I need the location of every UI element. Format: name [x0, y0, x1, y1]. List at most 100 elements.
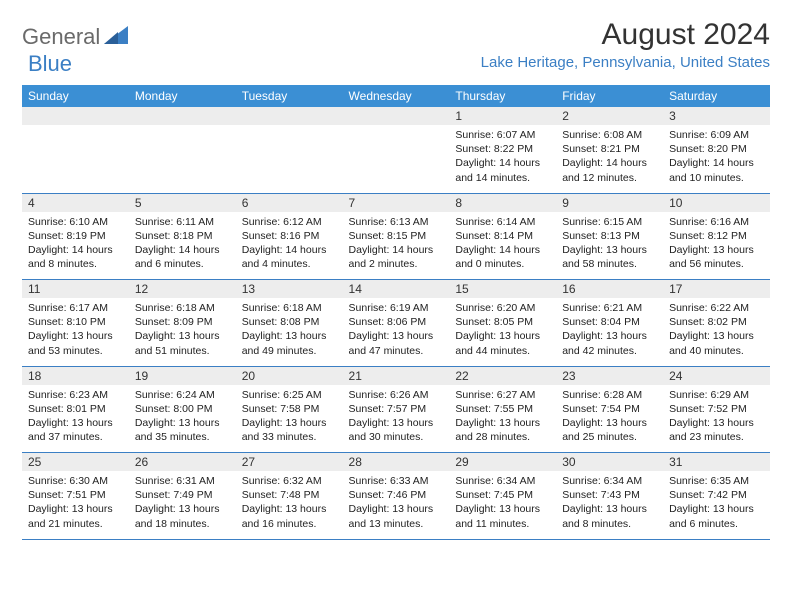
day-header: Friday: [556, 85, 663, 107]
daylight-text-2: and 4 minutes.: [242, 257, 337, 271]
day-number: 8: [449, 194, 556, 212]
day-cell: Sunrise: 6:18 AMSunset: 8:09 PMDaylight:…: [129, 298, 236, 366]
sunrise-text: Sunrise: 6:17 AM: [28, 301, 123, 315]
day-number: [129, 107, 236, 125]
sunset-text: Sunset: 8:18 PM: [135, 229, 230, 243]
day-number: 16: [556, 280, 663, 298]
sunrise-text: Sunrise: 6:34 AM: [562, 474, 657, 488]
day-cell: Sunrise: 6:12 AMSunset: 8:16 PMDaylight:…: [236, 212, 343, 280]
daylight-text-1: Daylight: 13 hours: [135, 416, 230, 430]
daylight-text-1: Daylight: 13 hours: [28, 416, 123, 430]
day-number: 6: [236, 194, 343, 212]
day-detail: Sunrise: 6:23 AMSunset: 8:01 PMDaylight:…: [22, 385, 129, 449]
day-cell: Sunrise: 6:16 AMSunset: 8:12 PMDaylight:…: [663, 212, 770, 280]
daylight-text-1: Daylight: 13 hours: [349, 416, 444, 430]
day-detail: Sunrise: 6:30 AMSunset: 7:51 PMDaylight:…: [22, 471, 129, 535]
sunrise-text: Sunrise: 6:27 AM: [455, 388, 550, 402]
day-number: 10: [663, 194, 770, 212]
daylight-text-1: Daylight: 14 hours: [669, 156, 764, 170]
sunset-text: Sunset: 8:21 PM: [562, 142, 657, 156]
day-cell: Sunrise: 6:25 AMSunset: 7:58 PMDaylight:…: [236, 385, 343, 453]
sunset-text: Sunset: 8:06 PM: [349, 315, 444, 329]
daylight-text-2: and 11 minutes.: [455, 517, 550, 531]
sunset-text: Sunset: 8:13 PM: [562, 229, 657, 243]
day-detail: Sunrise: 6:35 AMSunset: 7:42 PMDaylight:…: [663, 471, 770, 535]
sunrise-text: Sunrise: 6:23 AM: [28, 388, 123, 402]
sunset-text: Sunset: 8:01 PM: [28, 402, 123, 416]
daylight-text-2: and 30 minutes.: [349, 430, 444, 444]
daylight-text-1: Daylight: 13 hours: [669, 329, 764, 343]
day-number: 18: [22, 367, 129, 385]
daylight-text-2: and 58 minutes.: [562, 257, 657, 271]
day-cell: Sunrise: 6:14 AMSunset: 8:14 PMDaylight:…: [449, 212, 556, 280]
daylight-text-2: and 25 minutes.: [562, 430, 657, 444]
week-detail-row: Sunrise: 6:30 AMSunset: 7:51 PMDaylight:…: [22, 471, 770, 539]
daylight-text-2: and 16 minutes.: [242, 517, 337, 531]
day-detail: Sunrise: 6:20 AMSunset: 8:05 PMDaylight:…: [449, 298, 556, 362]
daylight-text-2: and 44 minutes.: [455, 344, 550, 358]
day-cell: Sunrise: 6:21 AMSunset: 8:04 PMDaylight:…: [556, 298, 663, 366]
sunrise-text: Sunrise: 6:12 AM: [242, 215, 337, 229]
day-number: 19: [129, 367, 236, 385]
sunset-text: Sunset: 7:43 PM: [562, 488, 657, 502]
day-number: 12: [129, 280, 236, 298]
day-detail: Sunrise: 6:27 AMSunset: 7:55 PMDaylight:…: [449, 385, 556, 449]
sunset-text: Sunset: 8:00 PM: [135, 402, 230, 416]
daylight-text-1: Daylight: 13 hours: [349, 329, 444, 343]
daylight-text-2: and 8 minutes.: [28, 257, 123, 271]
sunrise-text: Sunrise: 6:34 AM: [455, 474, 550, 488]
day-cell: [236, 125, 343, 193]
week-detail-row: Sunrise: 6:10 AMSunset: 8:19 PMDaylight:…: [22, 212, 770, 280]
sunrise-text: Sunrise: 6:20 AM: [455, 301, 550, 315]
sunrise-text: Sunrise: 6:07 AM: [455, 128, 550, 142]
sunrise-text: Sunrise: 6:30 AM: [28, 474, 123, 488]
day-detail: Sunrise: 6:34 AMSunset: 7:45 PMDaylight:…: [449, 471, 556, 535]
day-cell: Sunrise: 6:09 AMSunset: 8:20 PMDaylight:…: [663, 125, 770, 193]
daylight-text-2: and 2 minutes.: [349, 257, 444, 271]
sunrise-text: Sunrise: 6:24 AM: [135, 388, 230, 402]
daylight-text-1: Daylight: 13 hours: [242, 329, 337, 343]
day-cell: Sunrise: 6:13 AMSunset: 8:15 PMDaylight:…: [343, 212, 450, 280]
day-number: 7: [343, 194, 450, 212]
day-cell: Sunrise: 6:34 AMSunset: 7:45 PMDaylight:…: [449, 471, 556, 539]
logo-triangle-icon: [104, 26, 128, 49]
week-detail-row: Sunrise: 6:17 AMSunset: 8:10 PMDaylight:…: [22, 298, 770, 366]
day-header: Monday: [129, 85, 236, 107]
day-number: 4: [22, 194, 129, 212]
day-detail: Sunrise: 6:32 AMSunset: 7:48 PMDaylight:…: [236, 471, 343, 535]
day-number: 15: [449, 280, 556, 298]
day-cell: [22, 125, 129, 193]
daylight-text-1: Daylight: 14 hours: [242, 243, 337, 257]
daylight-text-2: and 56 minutes.: [669, 257, 764, 271]
sunset-text: Sunset: 8:22 PM: [455, 142, 550, 156]
sunset-text: Sunset: 7:54 PM: [562, 402, 657, 416]
day-detail: Sunrise: 6:24 AMSunset: 8:00 PMDaylight:…: [129, 385, 236, 449]
sunrise-text: Sunrise: 6:14 AM: [455, 215, 550, 229]
day-number: 31: [663, 453, 770, 471]
daylight-text-1: Daylight: 13 hours: [669, 416, 764, 430]
daylight-text-1: Daylight: 13 hours: [135, 329, 230, 343]
day-cell: Sunrise: 6:28 AMSunset: 7:54 PMDaylight:…: [556, 385, 663, 453]
day-cell: Sunrise: 6:11 AMSunset: 8:18 PMDaylight:…: [129, 212, 236, 280]
day-detail: Sunrise: 6:29 AMSunset: 7:52 PMDaylight:…: [663, 385, 770, 449]
day-detail: Sunrise: 6:11 AMSunset: 8:18 PMDaylight:…: [129, 212, 236, 276]
daylight-text-2: and 12 minutes.: [562, 171, 657, 185]
sunset-text: Sunset: 7:45 PM: [455, 488, 550, 502]
sunrise-text: Sunrise: 6:28 AM: [562, 388, 657, 402]
day-detail: Sunrise: 6:21 AMSunset: 8:04 PMDaylight:…: [556, 298, 663, 362]
day-cell: Sunrise: 6:18 AMSunset: 8:08 PMDaylight:…: [236, 298, 343, 366]
day-cell: Sunrise: 6:33 AMSunset: 7:46 PMDaylight:…: [343, 471, 450, 539]
daylight-text-2: and 18 minutes.: [135, 517, 230, 531]
daylight-text-2: and 13 minutes.: [349, 517, 444, 531]
sunrise-text: Sunrise: 6:35 AM: [669, 474, 764, 488]
sunset-text: Sunset: 7:51 PM: [28, 488, 123, 502]
month-title: August 2024: [481, 18, 770, 52]
day-cell: Sunrise: 6:17 AMSunset: 8:10 PMDaylight:…: [22, 298, 129, 366]
day-number: 1: [449, 107, 556, 125]
day-number: 30: [556, 453, 663, 471]
day-cell: Sunrise: 6:07 AMSunset: 8:22 PMDaylight:…: [449, 125, 556, 193]
sunset-text: Sunset: 7:49 PM: [135, 488, 230, 502]
daylight-text-1: Daylight: 13 hours: [669, 243, 764, 257]
day-detail: Sunrise: 6:17 AMSunset: 8:10 PMDaylight:…: [22, 298, 129, 362]
day-detail: Sunrise: 6:12 AMSunset: 8:16 PMDaylight:…: [236, 212, 343, 276]
